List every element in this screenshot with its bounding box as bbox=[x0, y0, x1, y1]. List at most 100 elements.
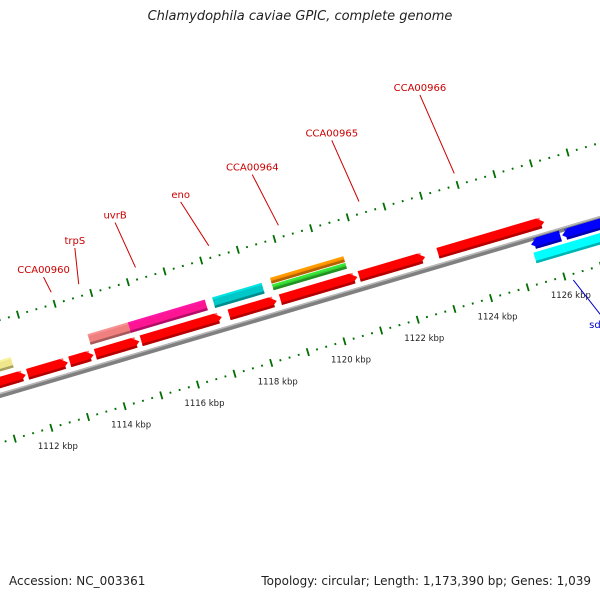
eno-gene-block bbox=[212, 282, 265, 309]
inner-minor-tick bbox=[22, 434, 26, 438]
feature-shadow bbox=[566, 213, 600, 240]
outer-minor-tick bbox=[511, 167, 514, 170]
inner-minor-tick bbox=[517, 288, 520, 292]
tick-label: 1114 kbp bbox=[111, 421, 151, 431]
inner-minor-tick bbox=[398, 323, 401, 327]
feature-body bbox=[26, 359, 68, 380]
inner-minor-tick bbox=[544, 280, 548, 284]
feature-body bbox=[531, 230, 562, 248]
inner-minor-tick bbox=[132, 402, 135, 405]
tick-label: 1126 kbp bbox=[551, 291, 591, 301]
outer-minor-tick bbox=[108, 286, 111, 289]
inner-major-tick bbox=[489, 294, 494, 303]
feature-highlight bbox=[0, 356, 12, 369]
sdhb-gene-block bbox=[533, 244, 566, 264]
outer-minor-tick bbox=[337, 218, 340, 222]
feature-highlight bbox=[87, 322, 129, 337]
outer-minor-tick bbox=[355, 213, 359, 216]
feature-highlight bbox=[127, 299, 206, 325]
outer-minor-tick bbox=[300, 229, 304, 233]
inner-minor-tick bbox=[508, 291, 511, 294]
feature-highlight bbox=[436, 217, 540, 250]
inner-minor-tick bbox=[4, 440, 7, 443]
tick-label: 1118 kbp bbox=[258, 377, 298, 387]
feature-body bbox=[212, 282, 265, 309]
outer-minor-tick bbox=[328, 221, 331, 224]
outer-major-tick bbox=[272, 234, 277, 244]
feature-shadow bbox=[281, 280, 356, 306]
feature-shadow bbox=[438, 225, 543, 259]
cds-arrow bbox=[436, 217, 545, 259]
outer-minor-tick bbox=[71, 297, 75, 300]
inner-minor-tick bbox=[581, 269, 584, 273]
inner-minor-tick bbox=[215, 377, 218, 381]
cca00964-label: CCA00964 bbox=[226, 163, 279, 174]
inner-minor-tick bbox=[77, 418, 81, 421]
feature-highlight bbox=[271, 262, 346, 287]
inner-minor-tick bbox=[114, 407, 117, 411]
outer-minor-tick bbox=[502, 170, 505, 173]
inner-major-tick bbox=[12, 434, 17, 443]
feature-body bbox=[562, 219, 600, 255]
inner-minor-tick bbox=[334, 342, 337, 346]
feature-body bbox=[0, 356, 14, 378]
feature-shadow bbox=[89, 330, 131, 345]
outer-minor-tick bbox=[154, 272, 157, 276]
outer-minor-tick bbox=[291, 232, 294, 235]
outer-major-tick bbox=[235, 245, 240, 254]
inner-minor-tick bbox=[425, 315, 429, 319]
inner-minor-tick bbox=[242, 369, 245, 373]
outer-minor-tick bbox=[319, 224, 322, 227]
feature-shadow bbox=[535, 238, 562, 249]
cds-arrow bbox=[357, 252, 426, 282]
trps-label: trpS bbox=[64, 236, 85, 247]
inner-minor-tick bbox=[141, 399, 145, 402]
inner-minor-tick bbox=[462, 304, 465, 308]
outer-minor-tick bbox=[438, 189, 441, 192]
inner-minor-tick bbox=[444, 310, 447, 313]
inner-minor-tick bbox=[499, 294, 502, 297]
feature-shadow bbox=[230, 304, 275, 321]
inner-minor-tick bbox=[68, 421, 71, 424]
outer-minor-tick bbox=[584, 145, 588, 149]
outer-minor-tick bbox=[520, 164, 523, 168]
sdhb-label: sdhB bbox=[589, 320, 600, 331]
feature-shadow bbox=[130, 307, 208, 333]
outer-minor-tick bbox=[7, 316, 10, 319]
outer-minor-tick bbox=[26, 310, 29, 314]
outer-major-tick bbox=[125, 278, 130, 287]
inner-major-tick bbox=[49, 423, 54, 432]
feature-body bbox=[93, 338, 140, 360]
outer-minor-tick bbox=[209, 256, 212, 260]
inner-minor-tick bbox=[361, 334, 364, 338]
sdha-gene-block bbox=[562, 219, 600, 255]
outer-major-tick bbox=[199, 256, 204, 265]
feature-highlight bbox=[269, 256, 344, 280]
cds-arrow bbox=[0, 370, 26, 393]
inner-minor-tick bbox=[178, 388, 181, 392]
feature-shadow bbox=[214, 291, 265, 309]
outer-minor-tick bbox=[483, 175, 487, 179]
feature-shadow bbox=[270, 259, 345, 284]
trps-leader-line bbox=[74, 247, 80, 285]
outer-major-tick bbox=[162, 267, 167, 276]
feature-highlight bbox=[563, 205, 600, 232]
tick-label: 1112 kbp bbox=[38, 442, 78, 452]
inner-minor-tick bbox=[434, 313, 438, 316]
inner-minor-tick bbox=[407, 321, 410, 324]
feature-highlight bbox=[278, 272, 354, 297]
inner-minor-tick bbox=[535, 283, 538, 286]
outer-major-tick bbox=[455, 180, 460, 190]
outer-minor-tick bbox=[465, 181, 468, 184]
cca00960-leader-line bbox=[43, 276, 52, 293]
outer-minor-tick bbox=[135, 278, 139, 281]
cds-arrow bbox=[26, 358, 68, 380]
outer-minor-tick bbox=[172, 267, 175, 270]
inner-minor-tick bbox=[59, 423, 62, 427]
eno-leader-line bbox=[180, 201, 210, 247]
inner-major-tick bbox=[122, 402, 127, 411]
inner-minor-tick bbox=[389, 326, 392, 330]
feature-shadow bbox=[96, 345, 138, 360]
outer-minor-tick bbox=[80, 294, 84, 297]
